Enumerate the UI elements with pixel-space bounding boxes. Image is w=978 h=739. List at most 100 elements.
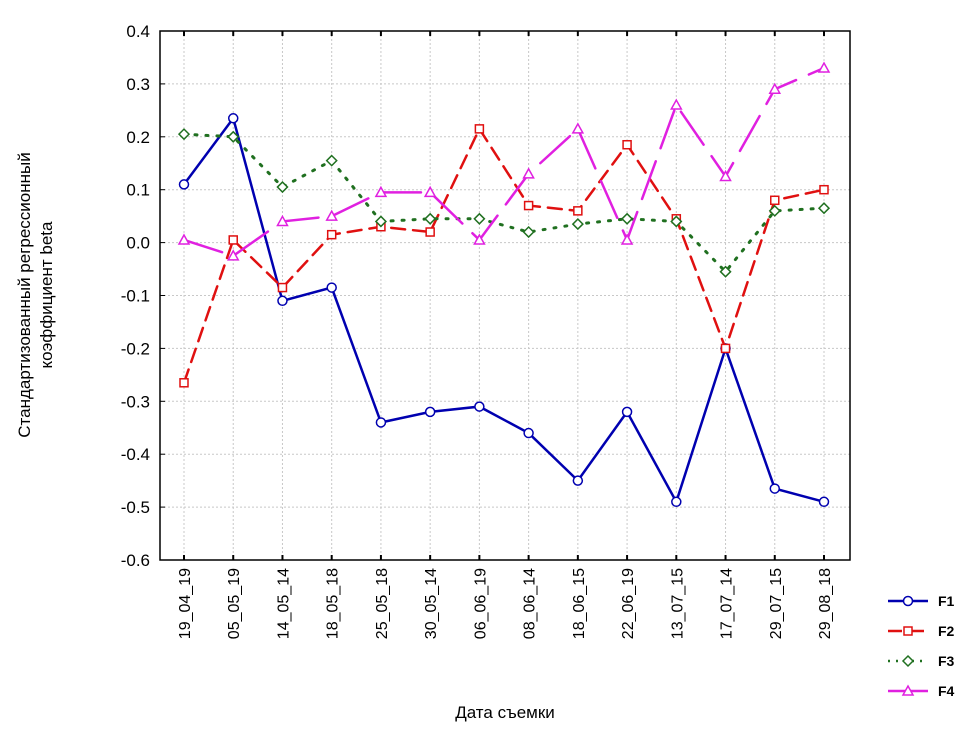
x-tick-label: 29_07_15 bbox=[768, 568, 785, 639]
marker-triangle bbox=[423, 185, 437, 198]
marker-square bbox=[819, 184, 829, 195]
marker-circle bbox=[326, 282, 337, 293]
series-line bbox=[182, 115, 826, 505]
y-tick-label: -0.6 bbox=[121, 551, 150, 570]
marker-square bbox=[228, 235, 238, 245]
marker-diamond bbox=[325, 154, 338, 167]
marker-circle bbox=[621, 406, 633, 418]
legend-label: F1 bbox=[938, 593, 955, 609]
y-axis-title-line-1: Стандартизованный регрессионный bbox=[15, 152, 34, 437]
marker-triangle bbox=[522, 167, 535, 179]
x-tick-label: 19_04_19 bbox=[177, 568, 194, 639]
series-f1 bbox=[178, 113, 830, 508]
x-axis-title: Дата съемки bbox=[455, 703, 555, 722]
legend-item-f3: F3 bbox=[888, 653, 955, 669]
marker-triangle bbox=[768, 82, 782, 94]
marker-diamond bbox=[571, 218, 584, 231]
marker-square bbox=[622, 139, 632, 150]
series-f2 bbox=[179, 124, 829, 388]
legend: F1 F2 F3 F4 bbox=[888, 593, 955, 699]
marker-circle bbox=[424, 406, 436, 418]
marker-circle bbox=[572, 475, 584, 486]
marker-triangle bbox=[374, 185, 388, 198]
marker-square bbox=[179, 378, 189, 388]
marker-triangle bbox=[325, 209, 338, 221]
y-tick-label: -0.3 bbox=[121, 392, 150, 411]
x-tick-label: 08_06_14 bbox=[522, 568, 539, 639]
marker-diamond bbox=[276, 180, 289, 194]
marker-diamond bbox=[670, 215, 683, 228]
y-tick-label: -0.5 bbox=[121, 498, 150, 517]
legend-item-f4: F4 bbox=[888, 683, 955, 699]
x-tick-label: 14_05_14 bbox=[275, 568, 292, 639]
marker-triangle bbox=[226, 249, 240, 261]
series-f3 bbox=[177, 128, 831, 278]
y-tick-label: 0.4 bbox=[126, 22, 150, 41]
x-tick-label: 30_05_14 bbox=[423, 568, 440, 639]
marker-square bbox=[326, 229, 337, 240]
marker-diamond bbox=[817, 202, 831, 215]
marker-triangle bbox=[177, 233, 191, 245]
marker-circle bbox=[474, 401, 485, 412]
y-axis-title: Стандартизованный регрессионный коэффици… bbox=[15, 152, 56, 437]
marker-circle bbox=[523, 427, 534, 439]
series-line bbox=[182, 132, 826, 274]
marker-square bbox=[474, 124, 485, 134]
marker-diamond bbox=[374, 215, 387, 228]
marker-diamond bbox=[177, 128, 191, 141]
y-tick-label: 0.3 bbox=[126, 75, 150, 94]
legend-item-f2: F2 bbox=[888, 623, 955, 639]
marker-square bbox=[573, 206, 583, 216]
legend-label: F4 bbox=[938, 683, 955, 699]
marker-circle bbox=[671, 496, 682, 508]
y-tick-label: -0.4 bbox=[121, 445, 150, 464]
series-line bbox=[182, 66, 826, 258]
legend-label: F3 bbox=[938, 653, 955, 669]
x-tick-label: 18_05_18 bbox=[325, 568, 342, 639]
marker-circle bbox=[902, 595, 914, 607]
marker-diamond bbox=[522, 225, 535, 239]
legend-item-f1: F1 bbox=[888, 593, 955, 609]
series-group bbox=[177, 61, 831, 508]
x-tick-label: 18_06_15 bbox=[571, 568, 588, 639]
marker-diamond bbox=[621, 212, 634, 225]
x-tick-label: 05_05_19 bbox=[226, 568, 243, 639]
x-tick-label: 29_08_18 bbox=[817, 568, 834, 639]
marker-triangle bbox=[901, 684, 915, 696]
grid bbox=[160, 31, 850, 560]
marker-diamond bbox=[473, 212, 486, 225]
marker-circle bbox=[178, 179, 190, 190]
marker-triangle bbox=[571, 122, 585, 134]
marker-square bbox=[523, 200, 534, 211]
x-tick-label: 22_06_19 bbox=[620, 568, 637, 639]
x-tick-label: 25_05_18 bbox=[374, 568, 391, 639]
x-axis: 19_04_19 05_05_19 14_05_14 18_05_18 25_05_18… bbox=[177, 31, 834, 639]
series-f4 bbox=[177, 61, 831, 261]
x-tick-label: 17_07_14 bbox=[719, 568, 736, 639]
marker-circle bbox=[277, 295, 288, 307]
y-tick-label: -0.1 bbox=[121, 287, 150, 306]
marker-circle bbox=[227, 113, 239, 124]
marker-circle bbox=[818, 496, 830, 508]
marker-triangle bbox=[473, 233, 486, 245]
marker-diamond bbox=[424, 212, 437, 225]
x-tick-label: 13_07_15 bbox=[669, 568, 686, 639]
y-tick-label: 0.1 bbox=[126, 181, 150, 200]
marker-square bbox=[277, 282, 288, 293]
y-axis-title-line-2: коэффициент beta bbox=[37, 221, 56, 368]
y-tick-label: 0.0 bbox=[126, 234, 150, 253]
marker-triangle bbox=[719, 169, 732, 182]
marker-diamond bbox=[719, 265, 732, 278]
legend-label: F2 bbox=[938, 623, 955, 639]
marker-triangle bbox=[276, 214, 289, 227]
series-line bbox=[182, 126, 826, 385]
marker-square bbox=[425, 227, 435, 237]
y-tick-label: 0.2 bbox=[126, 128, 150, 147]
marker-diamond bbox=[227, 130, 240, 143]
marker-circle bbox=[375, 417, 387, 428]
marker-square bbox=[720, 343, 731, 354]
marker-triangle bbox=[817, 61, 831, 73]
marker-triangle bbox=[620, 233, 634, 245]
y-tick-label: -0.2 bbox=[121, 339, 150, 358]
